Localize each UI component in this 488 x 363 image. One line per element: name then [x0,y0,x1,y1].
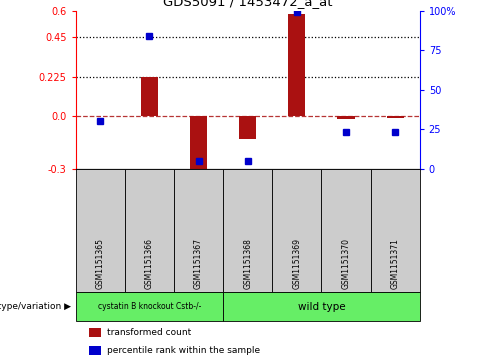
Bar [89,346,102,355]
Bar [223,292,420,321]
Bar [89,328,102,337]
Text: GSM1151367: GSM1151367 [194,237,203,289]
Bar [125,169,174,292]
Text: transformed count: transformed count [106,328,191,337]
Text: wild type: wild type [298,302,345,312]
Bar [239,116,256,139]
Text: genotype/variation ▶: genotype/variation ▶ [0,302,71,311]
Text: GSM1151368: GSM1151368 [243,238,252,289]
Text: cystatin B knockout Cstb-/-: cystatin B knockout Cstb-/- [98,302,201,311]
Bar [190,116,207,173]
Text: GSM1151371: GSM1151371 [390,238,400,289]
Bar [223,169,272,292]
Bar [76,169,125,292]
Text: percentile rank within the sample: percentile rank within the sample [106,346,260,355]
Title: GDS5091 / 1453472_a_at: GDS5091 / 1453472_a_at [163,0,332,8]
Bar [322,169,370,292]
Text: GSM1151366: GSM1151366 [145,237,154,289]
Text: GSM1151370: GSM1151370 [342,237,350,289]
Bar [141,77,158,116]
Bar [386,116,404,118]
Bar [370,169,420,292]
Text: GSM1151365: GSM1151365 [96,237,105,289]
Bar [76,292,223,321]
Bar [337,116,355,119]
Bar [174,169,223,292]
Text: GSM1151369: GSM1151369 [292,237,301,289]
Bar [272,169,322,292]
Bar [288,13,305,116]
